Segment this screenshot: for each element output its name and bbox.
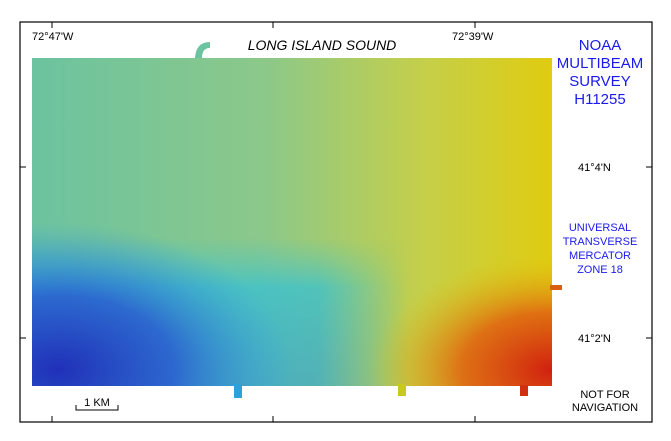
scale-bar-label: 1 KM — [84, 397, 110, 409]
disclaimer-line: NOT FOR — [580, 389, 629, 401]
lon-label: 72°39'W — [452, 31, 494, 43]
survey-line: SURVEY — [569, 73, 630, 90]
projection-line: MERCATOR — [569, 250, 631, 262]
survey-line: NOAA — [579, 37, 622, 54]
projection-line: UNIVERSAL — [569, 222, 631, 234]
ticks — [20, 22, 652, 422]
projection-line: TRANSVERSE — [563, 236, 638, 248]
lon-label: 72°47'W — [32, 31, 74, 43]
survey-line: MULTIBEAM — [557, 55, 643, 72]
bathymetry — [32, 42, 562, 398]
water-body-label: LONG ISLAND SOUND — [248, 37, 397, 53]
projection-line: ZONE 18 — [577, 264, 623, 276]
survey-line: H11255 — [574, 91, 625, 108]
lat-label: 41°2'N — [578, 333, 611, 345]
map-frame — [19, 21, 653, 423]
lat-label: 41°4'N — [578, 162, 611, 174]
disclaimer-line: NAVIGATION — [572, 402, 638, 414]
scale-bar — [75, 405, 119, 411]
